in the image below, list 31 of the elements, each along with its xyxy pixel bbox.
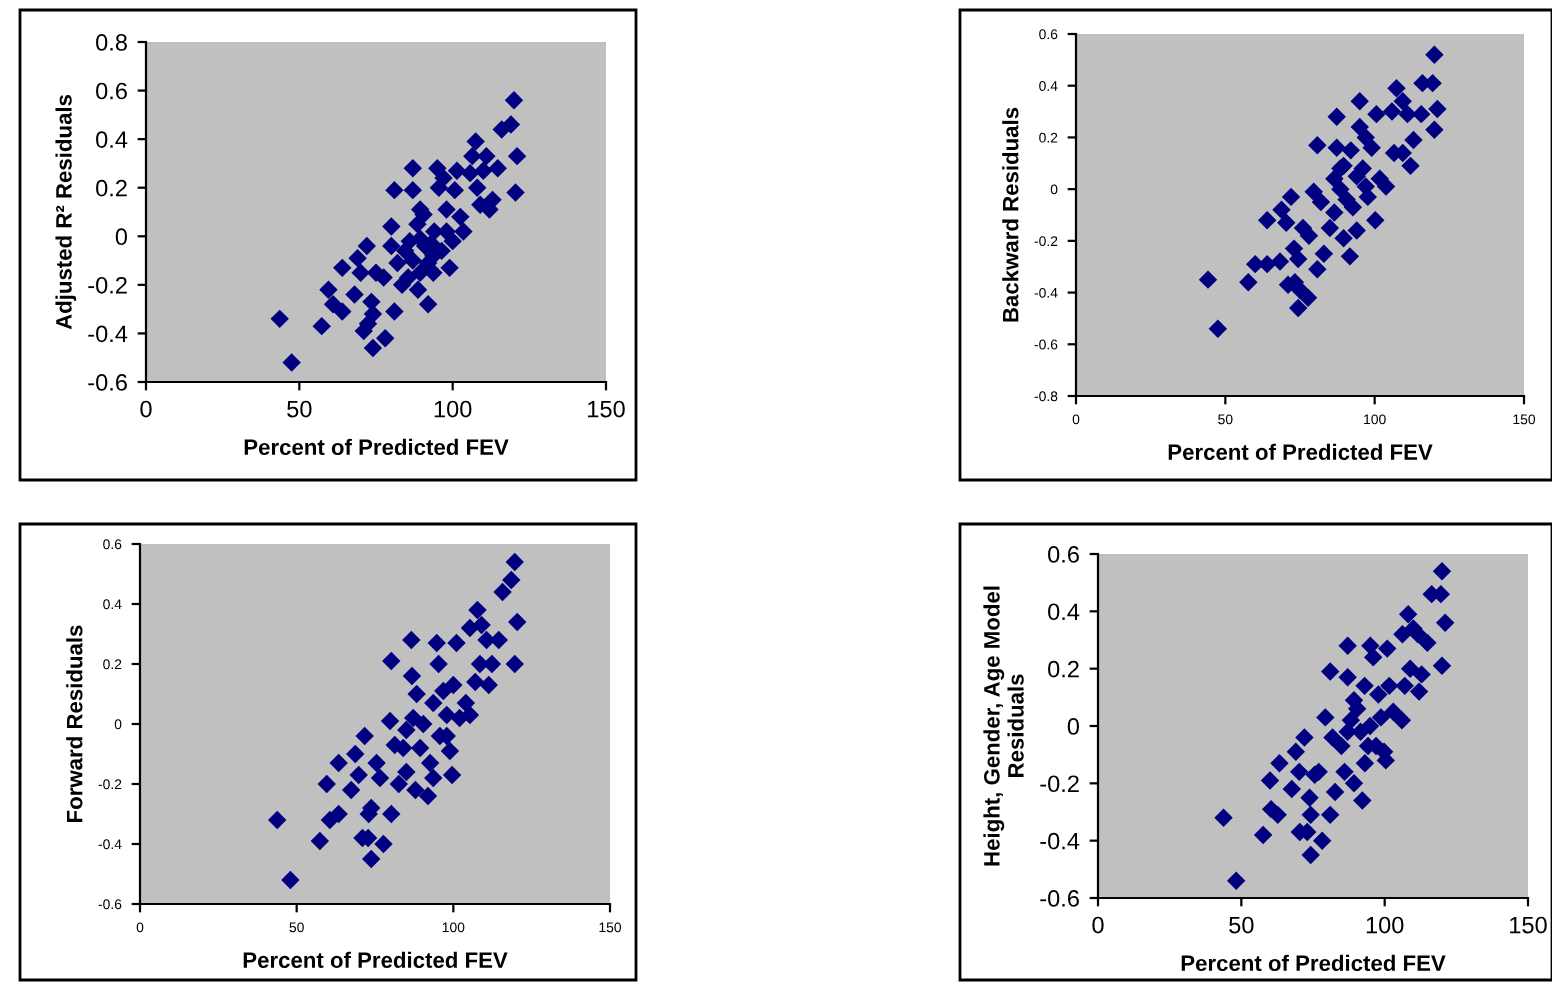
y-tick-label: -0.4: [88, 325, 128, 343]
x-axis-title: Percent of Predicted FEV: [1168, 443, 1433, 460]
x-axis-title: Percent of Predicted FEV: [244, 438, 509, 456]
y-axis-title: Height, Gender, Age Model Residuals: [983, 586, 1024, 866]
y-tick-label: 0.6: [96, 82, 127, 100]
y-tick-label: 0.2: [1048, 660, 1079, 678]
x-tick-label: 100: [1366, 916, 1404, 934]
y-axis-title: Backward Residuals: [1002, 107, 1019, 322]
x-tick-label: 0: [140, 400, 152, 418]
y-tick-label: -0.2: [1040, 775, 1079, 793]
y-tick-label: 0.4: [1048, 603, 1080, 621]
y-tick-label: 0: [115, 228, 128, 246]
x-tick-label: 50: [1229, 916, 1254, 934]
y-tick-label: 0: [1067, 718, 1080, 735]
y-axis-title: Adjusted R² Residuals: [55, 94, 77, 330]
y-tick-label: -0.6: [88, 374, 127, 391]
y-tick-label: -0.6: [1040, 890, 1079, 907]
x-tick-label: 0: [1092, 916, 1104, 934]
y-tick-label: 0.6: [1048, 546, 1079, 563]
x-axis-title: Percent of Predicted FEV: [243, 951, 508, 968]
y-tick-label: 0.4: [96, 131, 128, 148]
y-tick-label: 0.2: [96, 179, 127, 197]
x-axis-title: Percent of Predicted FEV: [1181, 954, 1446, 972]
y-tick-label: 0.8: [96, 34, 127, 51]
y-axis-title: Forward Residuals: [66, 625, 83, 822]
x-tick-label: 50: [287, 400, 312, 418]
x-tick-label: 150: [1510, 916, 1547, 934]
y-tick-label: -0.4: [1040, 832, 1080, 850]
y-tick-label: -0.2: [88, 276, 127, 294]
x-tick-label: 150: [588, 400, 625, 418]
x-tick-label: 100: [434, 400, 472, 418]
